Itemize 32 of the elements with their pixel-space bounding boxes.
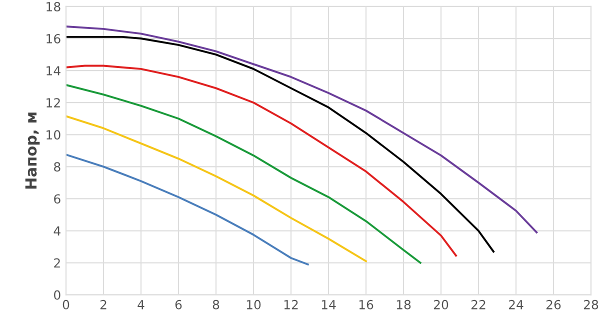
x-tick-label: 28	[584, 300, 598, 310]
line-series	[66, 115, 367, 262]
x-tick-label: 2	[100, 300, 106, 310]
x-tick-label: 24	[508, 300, 524, 310]
y-tick-label: 16	[46, 34, 60, 44]
y-tick-label: 10	[46, 130, 60, 140]
y-tick-label: 6	[54, 194, 60, 204]
x-tick-label: 16	[359, 300, 374, 310]
x-tick-label: 18	[396, 300, 411, 310]
y-tick-label: 2	[54, 258, 60, 268]
y-tick-label: 14	[46, 66, 60, 76]
y-tick-label: 12	[46, 98, 60, 108]
x-tick-label: 20	[434, 300, 448, 310]
x-tick-label: 4	[138, 300, 144, 310]
x-tick-label: 8	[212, 300, 220, 310]
x-tick-label: 26	[546, 300, 561, 310]
x-tick-label: 14	[322, 300, 336, 310]
x-tick-label: 10	[246, 300, 261, 310]
line-series	[66, 84, 422, 264]
x-tick-label: 22	[471, 300, 486, 310]
line-series	[66, 26, 538, 234]
line-series	[66, 154, 309, 266]
y-axis-title: Напор, м	[25, 112, 40, 189]
y-tick-label: 8	[54, 162, 60, 172]
x-tick-label: 12	[284, 300, 298, 310]
y-tick-label: 0	[54, 290, 60, 300]
y-tick-label: 4	[54, 226, 60, 236]
x-tick-label: 6	[175, 300, 182, 310]
y-tick-label: 18	[46, 2, 60, 12]
x-tick-label: 0	[62, 300, 70, 310]
line-series	[66, 36, 494, 253]
line-series	[66, 64, 457, 257]
